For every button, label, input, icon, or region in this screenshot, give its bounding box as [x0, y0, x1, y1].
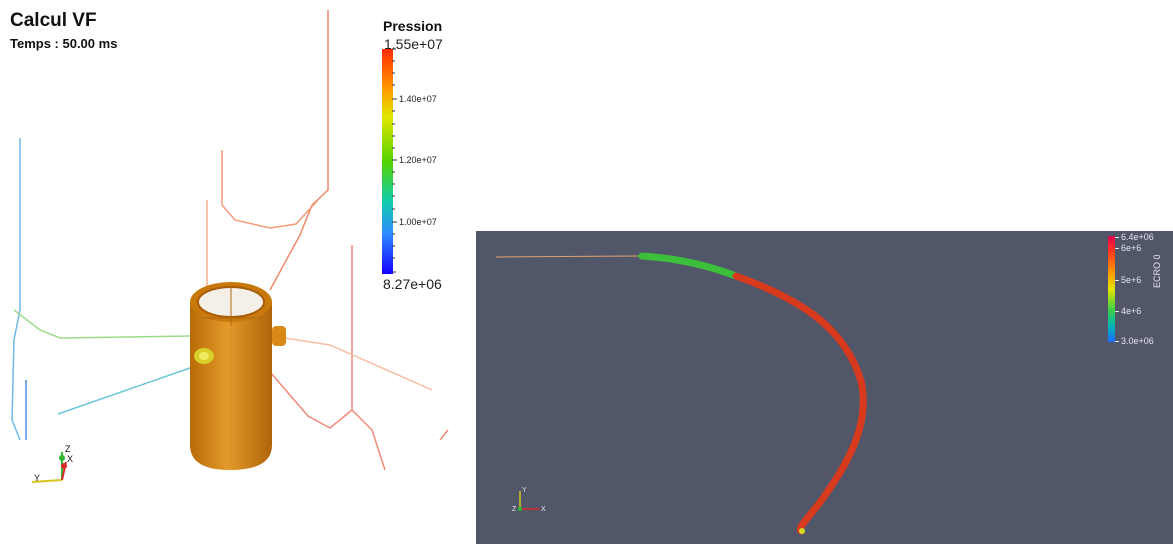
- pipe-green-segment: [638, 252, 740, 280]
- ecro-label-max: 6.4e+06: [1121, 232, 1154, 242]
- pipe-top-middle: [221, 150, 319, 229]
- legend-tick-label: 1.00e+07: [399, 217, 437, 227]
- pressure-vessel[interactable]: [190, 282, 286, 470]
- legend-title: Pression: [383, 18, 443, 34]
- axis-y-label: Y: [34, 473, 40, 483]
- pipe-top-right: [269, 10, 329, 291]
- right-scene[interactable]: [476, 231, 1173, 544]
- ecro-tick: [1115, 311, 1119, 312]
- right-orientation-axes: Y Z X: [512, 487, 546, 513]
- ecro-tick: [1115, 341, 1119, 342]
- page-title: Calcul VF: [10, 10, 97, 31]
- right-3d-viewport[interactable]: Y Z X: [476, 231, 1173, 544]
- pipe-left-horizontal: [13, 309, 191, 339]
- ecro-label: 6e+6: [1121, 243, 1142, 253]
- pipe-red-segment: [732, 272, 867, 535]
- legend-min-label: 8.27e+06: [383, 276, 442, 292]
- pipe-right-branch: [351, 409, 386, 471]
- axis-x-label: X: [67, 454, 73, 464]
- legend-ticks: [392, 48, 397, 273]
- time-label: Temps : 50.00 ms: [10, 36, 118, 51]
- ecro-label: 5e+6: [1121, 275, 1142, 285]
- axis-x-label: X: [541, 506, 546, 513]
- ecro-tick: [1115, 237, 1119, 238]
- thin-line: [495, 255, 643, 258]
- axis-z-label: Z: [65, 444, 71, 454]
- legend-tick-label: 1.40e+07: [399, 94, 437, 104]
- legend-tick-label: 1.20e+07: [399, 155, 437, 165]
- pipe-diagonal-lower: [57, 359, 206, 415]
- ecro-tick: [1115, 248, 1119, 249]
- ecro-color-bar: [1108, 236, 1115, 342]
- ecro-tick: [1115, 280, 1119, 281]
- pipe-right-horizontal: [283, 337, 433, 391]
- legend-max-label: 1.55e+07: [384, 36, 443, 52]
- left-3d-viewport[interactable]: Calcul VF Temps : 50.00 ms Pression 1.55…: [0, 0, 470, 544]
- pipe-far-right: [439, 429, 449, 441]
- orientation-axes: Z Y X: [31, 444, 73, 483]
- ecro-label: 4e+6: [1121, 306, 1142, 316]
- axis-z-label: Z: [512, 506, 517, 513]
- axis-y-label: Y: [522, 487, 527, 494]
- pipe-left-vertical: [11, 138, 21, 441]
- left-scene[interactable]: [0, 0, 470, 544]
- pressure-color-bar: [382, 49, 393, 274]
- ecro-label-min: 3.0e+06: [1121, 336, 1154, 346]
- ecro-legend-title: ECRO 0: [1152, 254, 1162, 288]
